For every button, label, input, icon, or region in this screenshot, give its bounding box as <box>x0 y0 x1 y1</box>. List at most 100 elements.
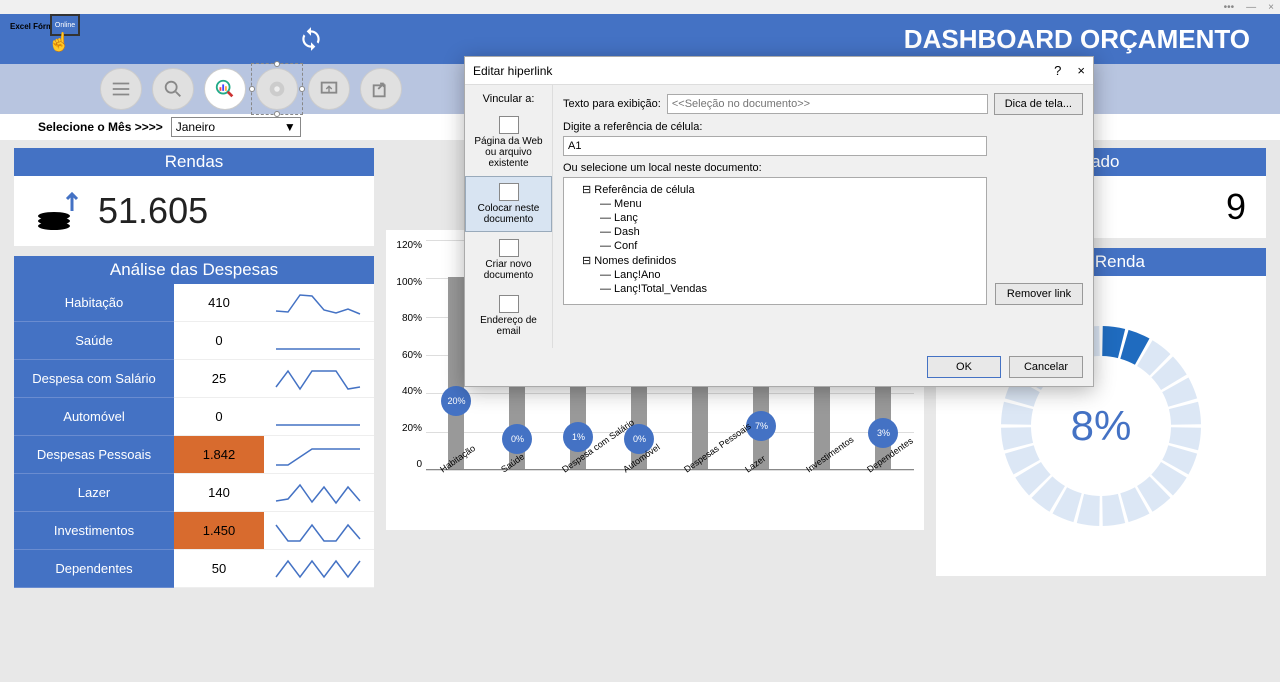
expense-value: 25 <box>174 360 264 398</box>
tree-item[interactable]: — Lanç <box>568 211 982 225</box>
expense-label: Dependentes <box>14 550 174 588</box>
expenses-header: Análise das Despesas <box>14 256 374 284</box>
expense-row: Despesa com Salário 25 <box>14 360 374 398</box>
expense-label: Lazer <box>14 474 174 512</box>
tree-item[interactable]: — Conf <box>568 239 982 253</box>
donut-center-value: 8% <box>1071 402 1132 450</box>
tree-item[interactable]: — Dash <box>568 225 982 239</box>
donut-segment <box>1169 427 1201 450</box>
expense-sparkline <box>264 398 374 436</box>
sidebar-item-icon <box>499 183 519 201</box>
menu-button[interactable] <box>100 68 142 110</box>
cell-ref-input[interactable] <box>563 136 987 156</box>
tree-item[interactable]: ⊟ Referência de célula <box>568 182 982 197</box>
expense-value: 1.450 <box>174 512 264 550</box>
expense-label: Despesa com Salário <box>14 360 174 398</box>
bar <box>448 277 464 469</box>
expense-row: Lazer 140 <box>14 474 374 512</box>
hyperlink-dialog: Editar hiperlink ? × Vincular a: Página … <box>464 56 1094 387</box>
expense-sparkline <box>264 512 374 550</box>
sidebar-item-icon <box>499 116 519 134</box>
cell-ref-label: Digite a referência de célula: <box>563 121 987 133</box>
dialog-sidebar-item[interactable]: Página da Web ou arquivo existente <box>465 109 552 176</box>
donut-segment <box>1001 402 1033 425</box>
presentation-button[interactable] <box>308 68 350 110</box>
donut-segment <box>1001 427 1033 450</box>
dialog-sidebar-item[interactable]: Criar novo documento <box>465 232 552 288</box>
expense-row: Habitação 410 <box>14 284 374 322</box>
expense-row: Automóvel 0 <box>14 398 374 436</box>
tree-item[interactable]: ⊟ Nomes definidos <box>568 253 982 268</box>
bar-bubble: 20% <box>441 386 471 416</box>
export-button[interactable] <box>360 68 402 110</box>
rendas-header: Rendas <box>14 148 374 176</box>
tree-label: Ou selecione um local neste documento: <box>563 162 987 174</box>
expense-value: 0 <box>174 322 264 360</box>
logo: Excel Fórmula Online ☝ <box>8 12 93 60</box>
bar-bubble: 3% <box>868 418 898 448</box>
rendas-panel: Rendas 51.605 <box>14 148 374 246</box>
window-close[interactable]: × <box>1268 2 1274 13</box>
dialog-help-icon[interactable]: ? <box>1054 63 1061 78</box>
screentip-button[interactable]: Dica de tela... <box>994 93 1083 115</box>
dialog-sidebar-item[interactable]: Endereço de email <box>465 288 552 344</box>
expense-sparkline <box>264 436 374 474</box>
dialog-titlebar[interactable]: Editar hiperlink ? × <box>465 57 1093 85</box>
month-select[interactable]: Janeiro ▼ <box>171 117 301 137</box>
y-axis: 120%100%80%60%40%20%0 <box>390 240 422 470</box>
expense-sparkline <box>264 474 374 512</box>
window-dots: ••• <box>1224 2 1235 13</box>
dialog-close-icon[interactable]: × <box>1077 63 1085 78</box>
expense-value: 410 <box>174 284 264 322</box>
expense-row: Saúde 0 <box>14 322 374 360</box>
donut-segment <box>1077 494 1100 526</box>
gear-button[interactable] <box>256 68 298 110</box>
sidebar-label: Vincular a: <box>465 89 552 109</box>
expense-sparkline <box>264 360 374 398</box>
search-button[interactable] <box>152 68 194 110</box>
expense-row: Dependentes 50 <box>14 550 374 588</box>
dialog-sidebar: Vincular a: Página da Web ou arquivo exi… <box>465 85 553 348</box>
expense-sparkline <box>264 322 374 360</box>
expense-label: Automóvel <box>14 398 174 436</box>
coins-icon <box>34 186 84 236</box>
window-titlebar: ••• — × <box>0 0 1280 14</box>
sidebar-item-icon <box>499 239 519 257</box>
x-axis: HabitaçãoSaúdeDespesa com SalárioAutomóv… <box>426 472 914 482</box>
donut-segment <box>1169 402 1201 425</box>
hand-icon: ☝ <box>48 32 70 53</box>
location-tree[interactable]: ⊟ Referência de célula— Menu— Lanç— Dash… <box>563 177 987 305</box>
tree-item[interactable]: — Lanç!Total_Vendas <box>568 282 982 296</box>
rendas-value: 51.605 <box>98 190 208 232</box>
remove-link-button[interactable]: Remover link <box>995 283 1083 305</box>
expense-value: 0 <box>174 398 264 436</box>
expense-row: Investimentos 1.450 <box>14 512 374 550</box>
dialog-title: Editar hiperlink <box>473 64 552 78</box>
expense-label: Habitação <box>14 284 174 322</box>
expense-value: 50 <box>174 550 264 588</box>
tree-item[interactable]: — Menu <box>568 197 982 211</box>
refresh-icon[interactable] <box>298 26 324 52</box>
dialog-sidebar-item[interactable]: Colocar neste documento <box>465 176 552 232</box>
expense-label: Despesas Pessoais <box>14 436 174 474</box>
resultado-value: 9 <box>1226 186 1246 228</box>
donut-segment <box>1102 326 1125 358</box>
expense-row: Despesas Pessoais 1.842 <box>14 436 374 474</box>
bar-bubble: 7% <box>746 411 776 441</box>
window-minimize[interactable]: — <box>1246 2 1256 13</box>
expense-value: 1.842 <box>174 436 264 474</box>
expense-label: Investimentos <box>14 512 174 550</box>
chart-button[interactable] <box>204 68 246 110</box>
text-display-input[interactable] <box>667 94 988 114</box>
cancel-button[interactable]: Cancelar <box>1009 356 1083 378</box>
expense-value: 140 <box>174 474 264 512</box>
ok-button[interactable]: OK <box>927 356 1001 378</box>
expense-label: Saúde <box>14 322 174 360</box>
expense-sparkline <box>264 284 374 322</box>
donut-segment <box>1102 494 1125 526</box>
expense-sparkline <box>264 550 374 588</box>
dashboard-title: DASHBOARD ORÇAMENTO <box>904 24 1250 55</box>
month-select-label: Selecione o Mês >>>> <box>38 120 163 134</box>
sidebar-item-icon <box>499 295 519 313</box>
tree-item[interactable]: — Lanç!Ano <box>568 268 982 282</box>
